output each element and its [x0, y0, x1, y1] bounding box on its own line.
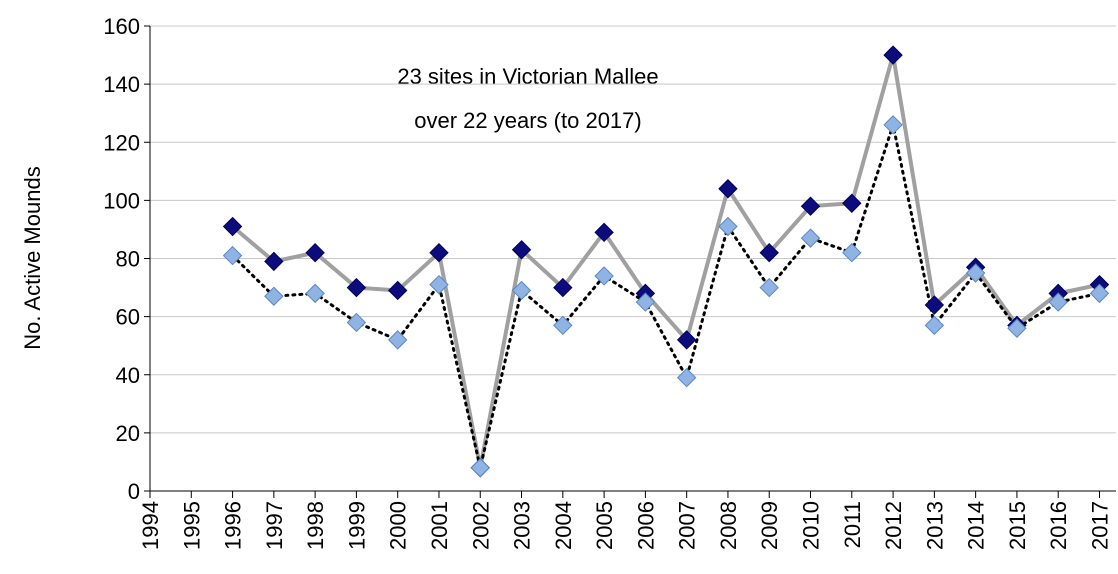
y-tick-label: 120	[103, 130, 140, 155]
x-tick-label: 2003	[510, 501, 535, 550]
y-tick-label: 80	[116, 247, 140, 272]
marker	[924, 295, 945, 315]
series-line	[231, 118, 1101, 469]
y-tick-label: 40	[116, 363, 140, 388]
x-tick-label: 1998	[303, 501, 328, 550]
x-tick-label: 2015	[1005, 501, 1030, 550]
x-tick-label: 2016	[1046, 501, 1071, 550]
y-tick-label: 160	[103, 14, 140, 39]
y-tick-label: 0	[128, 479, 140, 504]
marker	[305, 242, 325, 263]
marker	[800, 228, 821, 248]
marker	[429, 274, 449, 295]
x-tick-label: 2014	[964, 501, 989, 550]
marker	[635, 292, 656, 312]
y-tick-label: 140	[103, 72, 140, 97]
marker	[759, 277, 779, 298]
x-tick-label: 2011	[840, 501, 865, 548]
y-tick-label: 20	[116, 421, 140, 446]
x-tick-label: 2017	[1087, 501, 1112, 550]
marker	[222, 245, 243, 266]
x-tick-label: 1994	[138, 501, 163, 550]
marker	[387, 330, 408, 350]
marker	[1089, 283, 1110, 304]
x-tick-label: 2006	[633, 501, 658, 550]
marker	[800, 196, 821, 216]
marker	[553, 277, 573, 298]
x-tick-label: 2002	[468, 501, 493, 550]
x-tick-label: 1997	[262, 501, 287, 550]
marker	[594, 222, 614, 243]
y-tick-label: 100	[103, 188, 140, 213]
marker	[305, 283, 325, 304]
marker	[1048, 292, 1068, 312]
marker	[676, 330, 697, 350]
y-tick-label: 60	[116, 305, 140, 330]
marker	[346, 312, 367, 333]
marker	[346, 277, 367, 298]
x-tick-label: 2007	[675, 501, 700, 550]
marker	[842, 193, 862, 213]
x-tick-label: 2010	[799, 501, 824, 550]
x-tick-label: 2004	[551, 501, 576, 550]
x-tick-label: 2012	[881, 501, 906, 550]
marker	[924, 315, 945, 336]
marker	[470, 458, 490, 478]
marker	[718, 179, 738, 199]
annotation: 23 sites in Victorian Mallee	[397, 64, 658, 89]
marker	[842, 242, 862, 263]
marker	[1007, 318, 1027, 338]
marker	[429, 242, 449, 263]
marker	[718, 216, 738, 237]
marker	[553, 315, 573, 336]
x-tick-label: 2009	[757, 501, 782, 550]
marker	[883, 45, 903, 65]
x-tick-label: 2001	[427, 501, 452, 550]
marker	[511, 280, 532, 301]
marker	[676, 367, 697, 388]
x-tick-label: 1995	[179, 501, 204, 550]
marker	[264, 286, 284, 306]
marker	[387, 280, 408, 301]
marker	[222, 216, 243, 237]
x-tick-label: 2013	[922, 501, 947, 550]
x-tick-label: 2000	[386, 501, 411, 550]
x-tick-label: 2005	[592, 501, 617, 550]
marker	[883, 115, 903, 135]
marker	[264, 251, 284, 272]
annotation: over 22 years (to 2017)	[414, 108, 641, 133]
y-axis-label: No. Active Mounds	[20, 166, 45, 349]
x-tick-label: 2008	[716, 501, 741, 550]
marker	[759, 242, 779, 263]
x-tick-label: 1999	[344, 501, 369, 550]
marker	[594, 266, 614, 286]
series-line	[230, 54, 1102, 469]
x-tick-label: 1996	[221, 501, 246, 550]
marker	[511, 240, 532, 260]
marker	[965, 263, 986, 283]
